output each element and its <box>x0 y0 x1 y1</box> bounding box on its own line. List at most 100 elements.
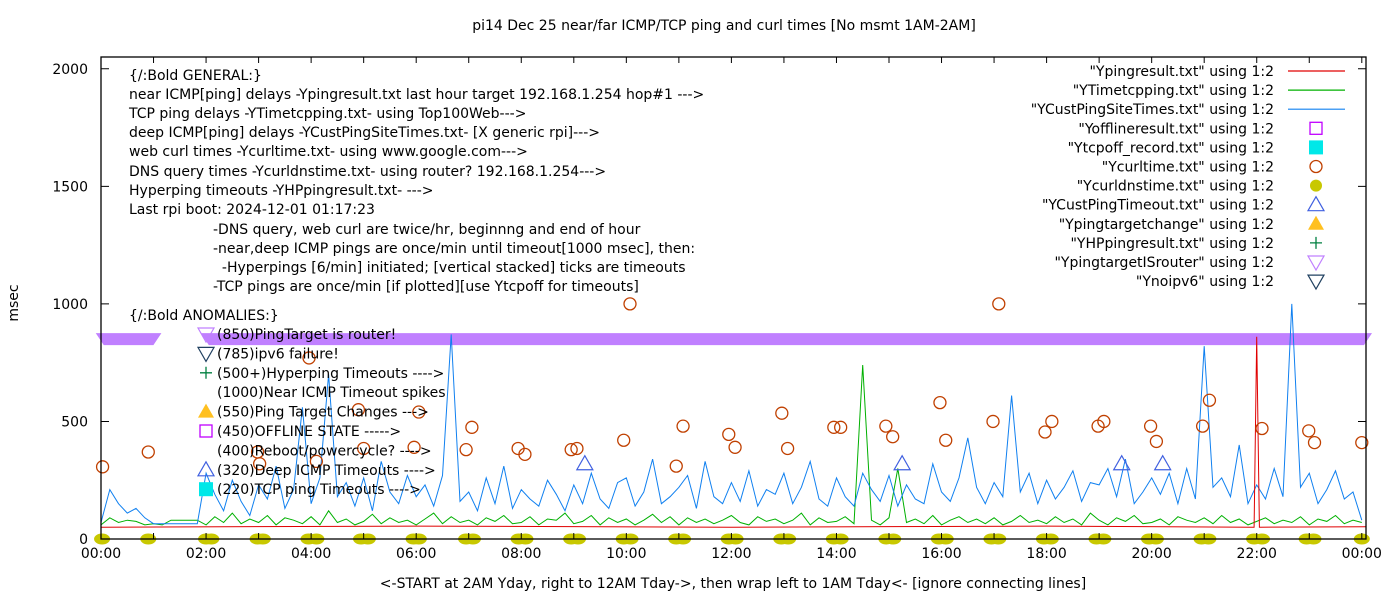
cust-ping-timeout-point <box>575 454 594 471</box>
curl-time-point <box>1097 414 1111 429</box>
curl-time-point <box>412 405 426 419</box>
x-axis-label: <-START at 2AM Yday, right to 12AM Tday-… <box>380 576 1086 592</box>
y-tick-label: 2000 <box>52 62 88 78</box>
legend-symbol-icon <box>1306 274 1326 291</box>
legend-symbol-icon <box>1308 215 1324 230</box>
annotation-note: -Hyperpings [6/min] initiated; [vertical… <box>213 260 686 276</box>
curl-time-point <box>1302 424 1316 438</box>
anomaly-label: (1000)Near ICMP Timeout spikes <box>217 385 446 401</box>
curl-time-point <box>728 440 742 454</box>
anomaly-label: (220)TCP ping Timeouts ----> <box>217 482 421 498</box>
x-tick-label: 02:00 <box>186 546 226 562</box>
y-axis-label: msec <box>6 284 22 321</box>
legend-label: "Ynoipv6" using 1:2 <box>1136 274 1274 290</box>
annotation-note: -TCP pings are once/min [if plotted][use… <box>213 279 639 295</box>
curl-time-point <box>459 443 473 457</box>
anomaly-label: (400)Reboot/powercycle? ----> <box>217 443 432 459</box>
anomaly-label: (450)OFFLINE STATE -----> <box>217 424 401 440</box>
x-tick-label: 04:00 <box>291 546 331 562</box>
legend: "Ypingresult.txt" using 1:2 "YTimetcpping… <box>1031 64 1345 291</box>
axes: 0 500 1000 1500 2000 00:00 02:00 04:00 06:00 08:0… <box>52 56 1382 562</box>
legend-label: "YCustPingSiteTimes.txt" using 1:2 <box>1031 102 1274 118</box>
x-tick-label: 10:00 <box>606 546 646 562</box>
cust-ping-line <box>100 303 1363 525</box>
curl-time-point <box>886 430 900 444</box>
anomaly-symbol-icon <box>196 346 216 363</box>
pingtarget-router-band <box>200 333 1373 346</box>
curl-time-point <box>879 419 893 433</box>
legend-label: "YTimetcpping.txt" using 1:2 <box>1073 83 1274 99</box>
curl-time-point <box>407 440 421 454</box>
legend-label: "Ypingtargetchange" using 1:2 <box>1059 217 1274 233</box>
curl-time-point <box>1255 421 1269 436</box>
annotation-line: Last rpi boot: 2024-12-01 01:17:23 <box>129 202 375 218</box>
x-tick-label: 00:00 <box>81 546 121 562</box>
curl-time-point <box>1202 393 1217 407</box>
anomaly-symbol-icon <box>198 403 214 418</box>
anomaly-label: (320)Deep ICMP Timeouts ----> <box>217 463 436 479</box>
anomaly-symbol-icon <box>199 424 213 438</box>
curl-time-point <box>1355 435 1369 450</box>
y-tick-label: 1500 <box>52 179 88 195</box>
curl-time-point <box>669 459 683 473</box>
anomalies-heading: {/:Bold ANOMALIES:} <box>129 308 279 324</box>
annotation-line: near ICMP[ping] delays -Ypingresult.txt … <box>129 87 704 103</box>
curl-time-point <box>676 419 690 433</box>
legend-symbol-icon <box>1310 236 1322 249</box>
anomaly-label: (785)ipv6 failure! <box>217 346 339 362</box>
legend-symbol-icon <box>1309 140 1323 155</box>
curl-time-point <box>722 427 736 442</box>
annotation-line: Hyperping timeouts -YHPpingresult.txt- -… <box>129 183 434 199</box>
general-annotation: {/:Bold GENERAL:} near ICMP[ping] delays… <box>128 68 704 324</box>
x-tick-label: 18:00 <box>1026 546 1066 562</box>
legend-label: "Ypingresult.txt" using 1:2 <box>1089 64 1274 80</box>
anomaly-symbol-icon <box>200 366 212 379</box>
legend-label: "Ycurldnstime.txt" using 1:2 <box>1077 179 1274 195</box>
tcp-ping-line <box>100 364 1362 526</box>
legend-label: "Ytcpoff_record.txt" using 1:2 <box>1068 140 1274 156</box>
anomaly-symbol-icon <box>196 327 216 344</box>
curl-time-point <box>1038 425 1052 439</box>
y-tick-label: 0 <box>79 532 88 548</box>
anomaly-label: (500+)Hyperping Timeouts ----> <box>217 366 444 382</box>
cust-ping-timeout-point <box>1153 454 1172 471</box>
chart-title: pi14 Dec 25 near/far ICMP/TCP ping and c… <box>472 18 976 34</box>
curl-time-point <box>351 403 366 417</box>
annotation-note: -DNS query, web curl are twice/hr, begin… <box>213 222 641 238</box>
x-tick-label: 08:00 <box>501 546 541 562</box>
annotation-line: web curl times -Ycurltime.txt- using www… <box>129 144 528 160</box>
curl-time-point <box>518 447 532 462</box>
legend-symbol-icon <box>1309 159 1323 174</box>
curl-time-point <box>253 457 267 471</box>
curl-time-point <box>992 297 1006 311</box>
cust-ping-timeout-point <box>1112 454 1131 471</box>
curl-time-point <box>780 441 795 456</box>
annotation-note: -near,deep ICMP pings are once/min until… <box>213 241 695 257</box>
curl-time-point <box>570 441 584 456</box>
cust-ping-timeout-point <box>893 454 912 471</box>
anomaly-symbol-icon <box>196 460 216 477</box>
legend-label: "YCustPingTimeout.txt" using 1:2 <box>1042 198 1274 214</box>
pingtarget-router-band <box>95 333 162 346</box>
annotation-line: DNS query times -Ycurldnstime.txt- using… <box>129 164 606 180</box>
annotation-line: TCP ping delays -YTimetcpping.txt- using… <box>128 106 526 122</box>
curl-time-point <box>564 443 578 457</box>
legend-symbol-icon <box>1306 255 1326 272</box>
annotation-line: deep ICMP[ping] delays -YCustPingSiteTim… <box>129 125 600 141</box>
anomaly-symbol-icon <box>199 482 213 497</box>
annotation-line: {/:Bold GENERAL:} <box>129 68 262 84</box>
legend-symbol-icon <box>1306 195 1326 212</box>
anomaly-label: (550)Ping Target Changes ---> <box>217 405 429 421</box>
legend-symbol-icon <box>1310 179 1322 192</box>
curl-time-point <box>1045 414 1059 429</box>
x-tick-label: 16:00 <box>921 546 961 562</box>
curl-time-point <box>465 420 479 434</box>
curl-time-point <box>617 433 631 447</box>
x-tick-label: 22:00 <box>1237 546 1277 562</box>
anomaly-label: (850)PingTarget is router! <box>217 327 396 343</box>
plot-frame <box>100 56 1367 540</box>
y-tick-label: 500 <box>61 414 88 430</box>
curl-time-point <box>623 297 637 311</box>
x-tick-label: 20:00 <box>1131 546 1171 562</box>
